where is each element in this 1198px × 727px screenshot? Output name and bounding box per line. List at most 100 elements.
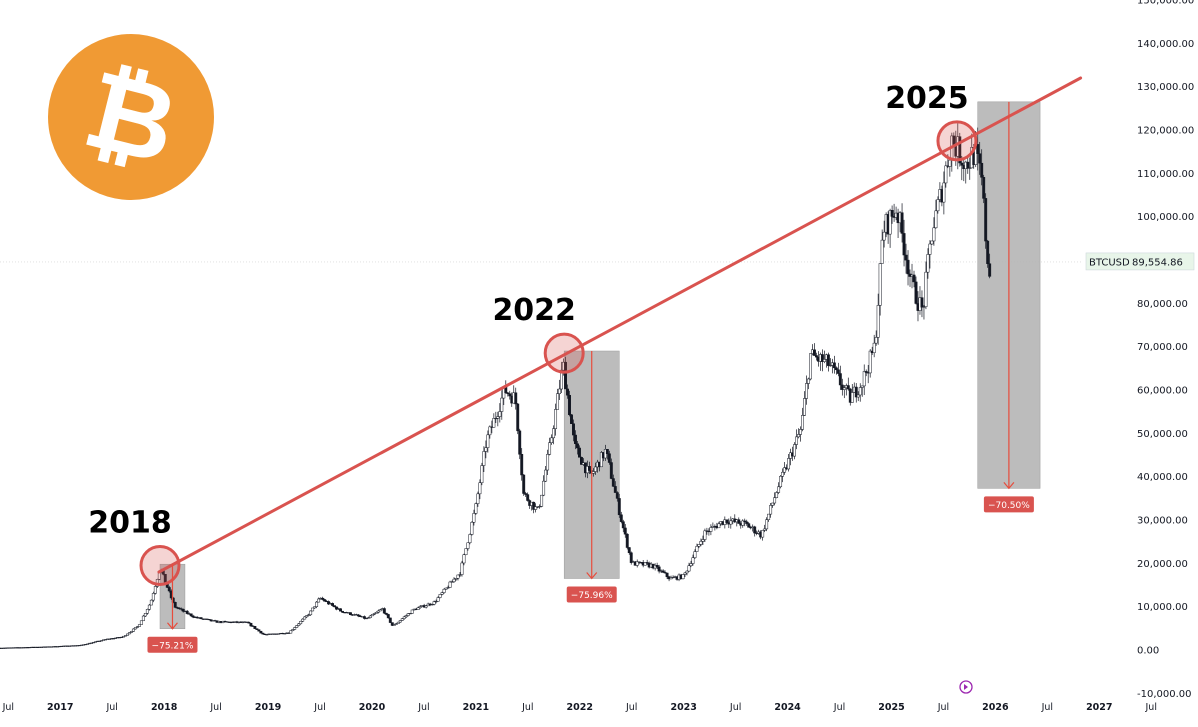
candle-body: [408, 613, 412, 615]
candle-body: [544, 469, 548, 482]
candle-body: [874, 337, 878, 344]
candle-body: [466, 542, 470, 549]
candle-body: [902, 233, 906, 256]
candle-body: [691, 557, 695, 564]
candle-body: [500, 397, 504, 412]
candle-body: [809, 353, 812, 380]
x-tick-label: Jul: [2, 702, 14, 713]
candle-body: [826, 354, 830, 366]
candle-body: [554, 409, 558, 429]
candle-body: [623, 527, 627, 535]
candle-body: [424, 605, 428, 608]
candle-body: [934, 210, 938, 229]
candle-body: [878, 263, 882, 306]
x-tick-label: 2025: [878, 702, 904, 713]
candle-body: [339, 608, 342, 612]
candle-body: [92, 641, 96, 644]
candle-body: [452, 578, 456, 582]
candle-body: [914, 281, 918, 304]
y-axis[interactable]: 150,000.00 140,000.00 130,000.00 120,000.00…: [1137, 0, 1194, 700]
candle-body: [814, 355, 818, 358]
candle-body: [534, 506, 538, 510]
candle-body: [960, 162, 964, 166]
candle-body: [368, 615, 372, 618]
candle-body: [514, 392, 518, 405]
drawdown-box-layer: [159, 101, 1041, 630]
drawdown-arrowhead-1: [586, 572, 598, 580]
candle-body: [468, 534, 472, 543]
candle-body: [454, 578, 458, 580]
candle-body: [697, 544, 701, 547]
candle-body: [410, 609, 414, 614]
candle-body: [145, 609, 149, 614]
candle-body: [472, 513, 476, 523]
candle-body: [323, 599, 327, 602]
candle-body: [685, 570, 689, 574]
candle-body: [446, 587, 450, 589]
candle-body: [980, 162, 984, 178]
trendline[interactable]: [157, 76, 1083, 574]
candle-body: [665, 572, 669, 578]
x-tick-label: 2022: [567, 702, 593, 713]
bitcoin-logo-circle: [48, 34, 214, 200]
candle-body: [317, 598, 321, 603]
candle-body: [404, 615, 408, 618]
candle-body: [333, 605, 336, 608]
candle-body: [687, 565, 691, 572]
y-tick-label: 40,000.00: [1137, 472, 1188, 483]
candle-body: [476, 493, 480, 504]
candle-body: [390, 622, 394, 626]
candle-body: [434, 601, 438, 603]
candle-body: [661, 570, 665, 573]
candle-body: [862, 371, 866, 387]
trendline-layer[interactable]: [157, 76, 1083, 574]
candle-body: [807, 378, 810, 384]
x-tick-label: 2019: [255, 702, 281, 713]
candle-body: [635, 561, 639, 566]
candle-body: [86, 643, 90, 645]
candle-body: [341, 610, 344, 613]
candle-body: [781, 471, 785, 477]
candle-body: [741, 520, 745, 526]
candle-body: [986, 240, 990, 264]
candle-body: [470, 522, 474, 535]
candle-body: [655, 565, 659, 568]
candle-body: [442, 588, 446, 593]
y-tick-label: 50,000.00: [1137, 429, 1188, 440]
candle-body: [124, 635, 127, 637]
candle-body: [153, 586, 157, 594]
x-tick-label: Jul: [417, 702, 429, 713]
candle-body: [384, 612, 388, 615]
x-tick-label: Jul: [833, 702, 845, 713]
candle-body: [920, 297, 924, 308]
y-tick-label: 0.00: [1137, 646, 1159, 657]
candle-body: [498, 411, 502, 417]
candle-body: [729, 520, 733, 525]
drawdown-label-bg-0: [147, 636, 198, 653]
candle-body: [765, 519, 769, 530]
x-tick-label: Jul: [729, 702, 741, 713]
replay-icon[interactable]: [959, 680, 973, 694]
candle-body: [753, 526, 757, 534]
candle-body: [149, 599, 153, 606]
drawdown-label-bg-2: [983, 496, 1034, 513]
x-tick-label: Jul: [313, 702, 325, 713]
candle-body: [122, 635, 125, 638]
candle-body: [850, 392, 854, 403]
y-tick-label: 150,000.00: [1137, 0, 1194, 7]
candle-body: [386, 614, 390, 619]
candle-body: [725, 519, 729, 523]
x-tick-label: 2020: [359, 702, 386, 713]
candle-body: [709, 527, 713, 532]
candle-body: [506, 392, 510, 394]
candle-body: [876, 305, 880, 338]
candle-body: [912, 274, 916, 283]
candle-body: [669, 577, 673, 580]
candle-body: [185, 610, 189, 614]
candle-body: [703, 530, 707, 540]
candle-body: [305, 615, 309, 618]
x-tick-label: Jul: [521, 702, 533, 713]
candle-body: [637, 561, 641, 563]
x-axis[interactable]: Jul 2017 Jul 2018 Jul 2019 Jul 2020 Jul 2021 Jul 20…: [2, 702, 1157, 713]
candle-body: [307, 614, 311, 616]
